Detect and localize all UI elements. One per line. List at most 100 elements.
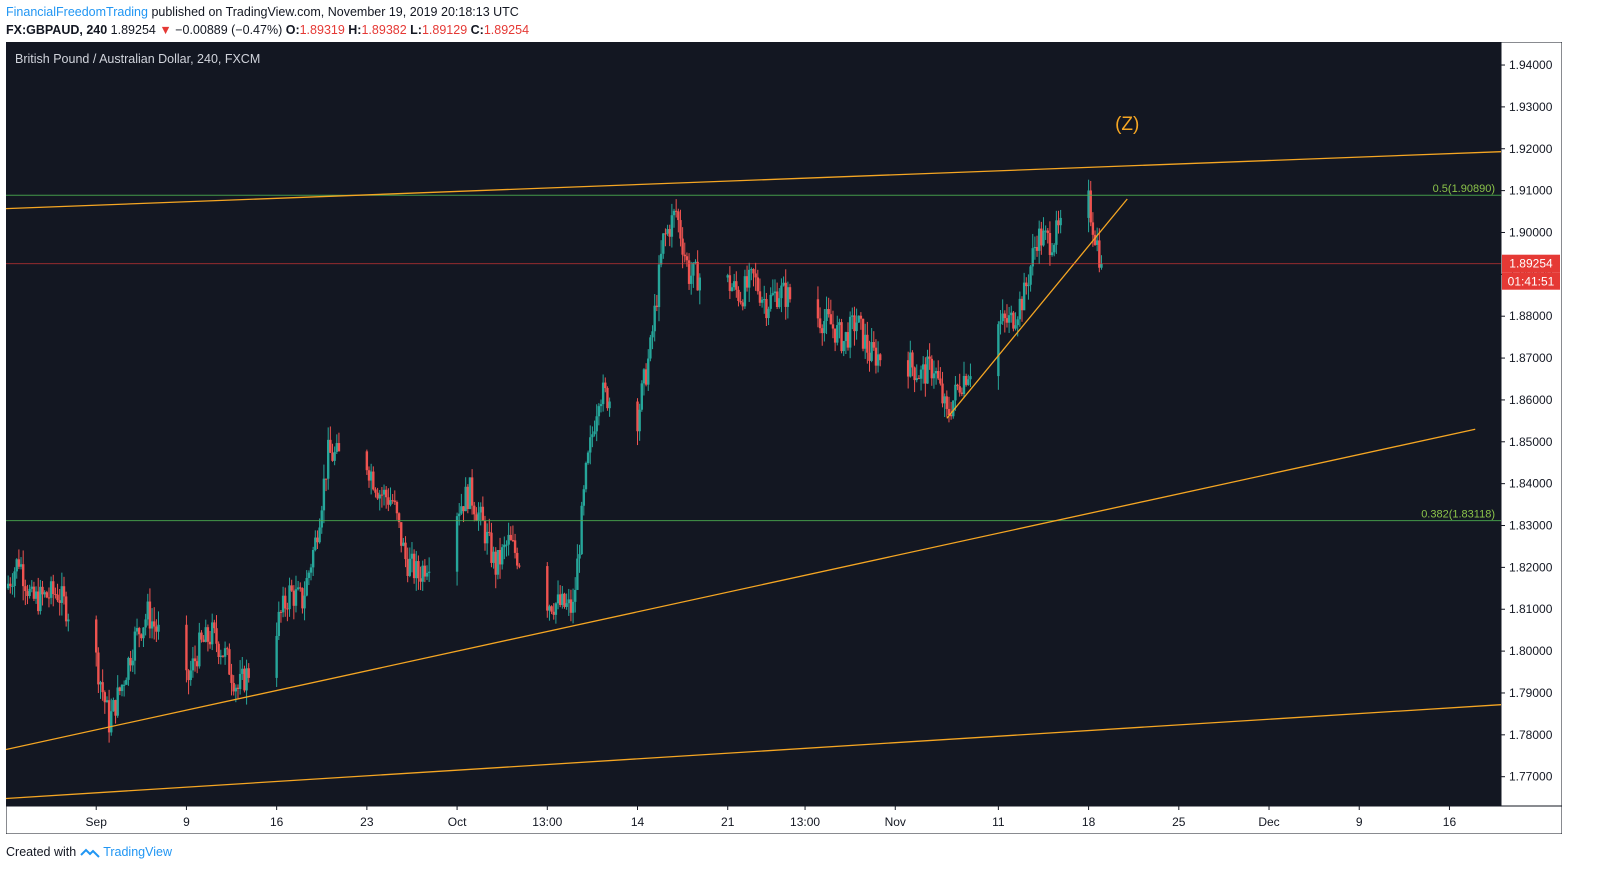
candle-body [402, 542, 405, 546]
candle-body [597, 406, 601, 417]
candle-body [288, 585, 291, 610]
x-tick-label: 21 [721, 815, 735, 829]
candle-body [419, 578, 422, 582]
candle-body [879, 354, 882, 361]
candle-body [855, 322, 858, 332]
candle-body [314, 537, 317, 550]
candle-body [842, 341, 845, 352]
candle-body [13, 571, 16, 587]
trendline [946, 198, 1128, 419]
candle-body [464, 486, 467, 512]
x-tick-label: 9 [183, 815, 190, 829]
candle-body [245, 668, 248, 691]
candle-body [636, 401, 639, 432]
candle-body [928, 356, 931, 359]
tradingview-link[interactable]: TradingView [103, 845, 172, 859]
candle-body [748, 269, 751, 288]
candle-body [305, 577, 308, 596]
y-tick-label: 1.81000 [1509, 602, 1553, 616]
close-value: 1.89254 [483, 23, 530, 37]
candle-body [425, 572, 429, 577]
candle-body [939, 378, 942, 384]
time-axis[interactable] [6, 806, 1562, 834]
candle-body [326, 439, 330, 479]
author-link[interactable]: FinancialFreedomTrading [6, 5, 148, 19]
candle-body [378, 494, 381, 499]
y-tick-label: 1.88000 [1509, 309, 1553, 323]
candle-body [941, 383, 944, 404]
candle-body [752, 269, 755, 274]
candle-body [114, 700, 117, 716]
candle-body [120, 684, 124, 692]
candle-body [763, 299, 766, 301]
candle-body [1053, 244, 1056, 253]
candle-body [664, 233, 667, 235]
trendline [5, 428, 1476, 751]
candle-body [844, 332, 848, 342]
candle-body [874, 347, 878, 366]
candle-body [608, 401, 611, 409]
candle-body [563, 593, 566, 607]
candle-body [125, 679, 128, 685]
candle-body [1025, 282, 1028, 287]
candle-body [277, 611, 280, 636]
candle-body [750, 269, 753, 271]
candle-body [9, 583, 12, 587]
candle-body [956, 384, 959, 387]
candle-body [773, 291, 777, 294]
candle-body [851, 315, 854, 317]
candle-body [997, 324, 1000, 377]
candle-body [754, 273, 757, 278]
candle-body [62, 586, 66, 597]
candle-body [206, 627, 210, 642]
candle-body [481, 506, 485, 521]
x-tick-label: 14 [631, 815, 645, 829]
price-axis[interactable] [1501, 42, 1562, 806]
candle-body [43, 592, 46, 595]
candle-body [52, 581, 55, 595]
candle-body [329, 439, 332, 453]
candle-body [840, 322, 843, 352]
candle-body [642, 369, 646, 384]
candle-body [954, 384, 957, 401]
candle-body [64, 596, 68, 622]
candle-body [191, 658, 195, 671]
candle-body [739, 300, 742, 303]
candle-body [556, 594, 560, 604]
candle-body [589, 437, 592, 453]
chart[interactable]: 0.5(1.90890) 0.382(1.83118) 1.77000 1.7800… [5, 41, 1563, 835]
candle-body [500, 547, 504, 565]
candle-body [870, 342, 873, 361]
candle-body [1001, 313, 1004, 322]
candle-body [412, 553, 416, 579]
candle-body [135, 628, 139, 632]
candle-body [917, 378, 921, 380]
x-tick-label: 11 [992, 815, 1005, 829]
candle-body [584, 463, 588, 490]
x-axis-group: Sep 9 16 23 Oct 13:00 14 21 13:00 Nov 11 18 25 Dec 9 16 [86, 806, 1457, 829]
candle-body [185, 624, 188, 671]
candle-body [118, 687, 122, 692]
candle-body [674, 210, 678, 212]
candle-body [294, 589, 298, 606]
trendline [5, 151, 1502, 210]
x-tick-label: 16 [1443, 815, 1457, 829]
chart-svg[interactable]: 0.5(1.90890) 0.382(1.83118) 1.77000 1.7800… [5, 41, 1563, 835]
candle-body [1089, 190, 1092, 223]
candle-body [281, 595, 285, 613]
candle-body [475, 514, 478, 521]
x-tick-label: Sep [86, 815, 108, 829]
tradingview-logo-icon [80, 848, 100, 858]
candle-body [292, 590, 296, 606]
candle-body [129, 657, 132, 666]
candle-body [382, 489, 386, 495]
candle-body [142, 627, 145, 639]
candle-body [1091, 222, 1095, 235]
candle-body [198, 632, 201, 667]
candle-body [226, 648, 229, 650]
candle-body [19, 564, 23, 567]
candle-body [496, 550, 500, 575]
candle-body [565, 603, 568, 607]
candle-body [657, 264, 661, 308]
candle-body [651, 331, 654, 338]
